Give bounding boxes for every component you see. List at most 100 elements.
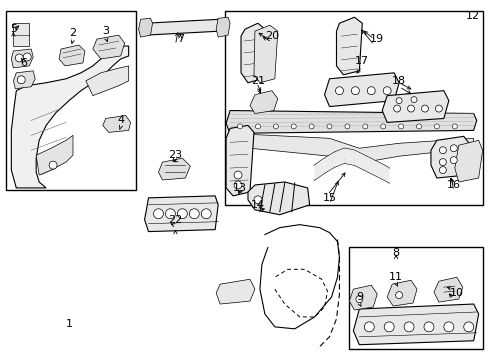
Polygon shape (334, 148, 344, 167)
Polygon shape (386, 280, 416, 306)
Circle shape (366, 87, 374, 95)
Polygon shape (433, 277, 462, 302)
Polygon shape (314, 158, 324, 180)
Polygon shape (86, 66, 128, 96)
Polygon shape (253, 25, 277, 83)
Circle shape (410, 96, 416, 103)
Polygon shape (324, 152, 334, 173)
Text: 16: 16 (446, 180, 460, 190)
Circle shape (237, 124, 242, 129)
Text: 14: 14 (250, 200, 264, 210)
Circle shape (380, 124, 385, 129)
Bar (349, 247, 482, 349)
Circle shape (384, 322, 393, 332)
Circle shape (395, 292, 402, 298)
Circle shape (383, 87, 390, 95)
Text: 8: 8 (392, 248, 399, 258)
Text: 20: 20 (264, 31, 278, 41)
Circle shape (253, 196, 262, 204)
Text: 19: 19 (369, 34, 384, 44)
Text: 9: 9 (355, 292, 362, 302)
Circle shape (351, 87, 359, 95)
Text: 2: 2 (69, 28, 77, 38)
Polygon shape (102, 116, 130, 132)
Bar (6, 11, 135, 190)
Circle shape (23, 53, 31, 61)
Circle shape (407, 105, 414, 112)
Polygon shape (141, 19, 224, 35)
Text: 5: 5 (10, 24, 17, 34)
Polygon shape (230, 133, 473, 163)
Circle shape (335, 87, 343, 95)
Polygon shape (241, 23, 264, 83)
Polygon shape (216, 17, 230, 37)
Polygon shape (11, 49, 33, 68)
Circle shape (423, 322, 433, 332)
Polygon shape (225, 111, 476, 133)
Polygon shape (144, 196, 218, 231)
Text: 11: 11 (388, 272, 402, 282)
Circle shape (403, 322, 413, 332)
Polygon shape (158, 158, 190, 180)
Circle shape (421, 105, 427, 112)
Circle shape (273, 124, 278, 129)
Text: 3: 3 (102, 26, 109, 36)
Text: 4: 4 (117, 116, 124, 126)
Polygon shape (138, 18, 152, 37)
Polygon shape (13, 23, 29, 46)
Circle shape (165, 209, 175, 219)
Polygon shape (93, 35, 124, 59)
Text: 21: 21 (250, 76, 264, 86)
Circle shape (451, 124, 456, 129)
Text: 6: 6 (20, 58, 27, 68)
Text: 7: 7 (177, 34, 183, 44)
Circle shape (398, 124, 403, 129)
Polygon shape (11, 46, 128, 188)
Circle shape (434, 105, 442, 112)
Polygon shape (216, 279, 254, 304)
Circle shape (393, 105, 400, 112)
Circle shape (344, 124, 349, 129)
Text: 22: 22 (168, 215, 182, 225)
Polygon shape (247, 182, 309, 215)
Circle shape (255, 124, 260, 129)
Circle shape (439, 159, 446, 166)
Polygon shape (353, 304, 478, 345)
Circle shape (449, 145, 456, 152)
Circle shape (364, 322, 373, 332)
Circle shape (291, 124, 296, 129)
Polygon shape (364, 155, 373, 175)
Circle shape (439, 147, 446, 154)
Polygon shape (336, 17, 362, 75)
Polygon shape (382, 91, 448, 122)
Circle shape (49, 161, 57, 169)
Circle shape (362, 124, 367, 129)
Circle shape (177, 209, 187, 219)
Circle shape (201, 209, 211, 219)
Polygon shape (324, 73, 398, 107)
Circle shape (189, 209, 199, 219)
Polygon shape (349, 285, 376, 310)
Polygon shape (344, 148, 354, 165)
Circle shape (355, 296, 362, 302)
Circle shape (395, 98, 401, 104)
Polygon shape (249, 91, 277, 113)
Text: 13: 13 (233, 183, 246, 193)
Text: 12: 12 (465, 11, 479, 21)
Circle shape (326, 124, 331, 129)
Polygon shape (59, 45, 85, 66)
Text: 10: 10 (449, 288, 463, 298)
Circle shape (17, 76, 25, 84)
Polygon shape (36, 135, 73, 175)
Polygon shape (384, 165, 388, 183)
Circle shape (416, 124, 421, 129)
Polygon shape (13, 71, 35, 89)
Circle shape (449, 157, 456, 164)
Text: 17: 17 (355, 56, 368, 66)
Polygon shape (354, 150, 364, 170)
Bar (224, 11, 482, 205)
Polygon shape (225, 125, 253, 196)
Circle shape (234, 171, 242, 179)
Circle shape (15, 54, 23, 62)
Circle shape (153, 209, 163, 219)
